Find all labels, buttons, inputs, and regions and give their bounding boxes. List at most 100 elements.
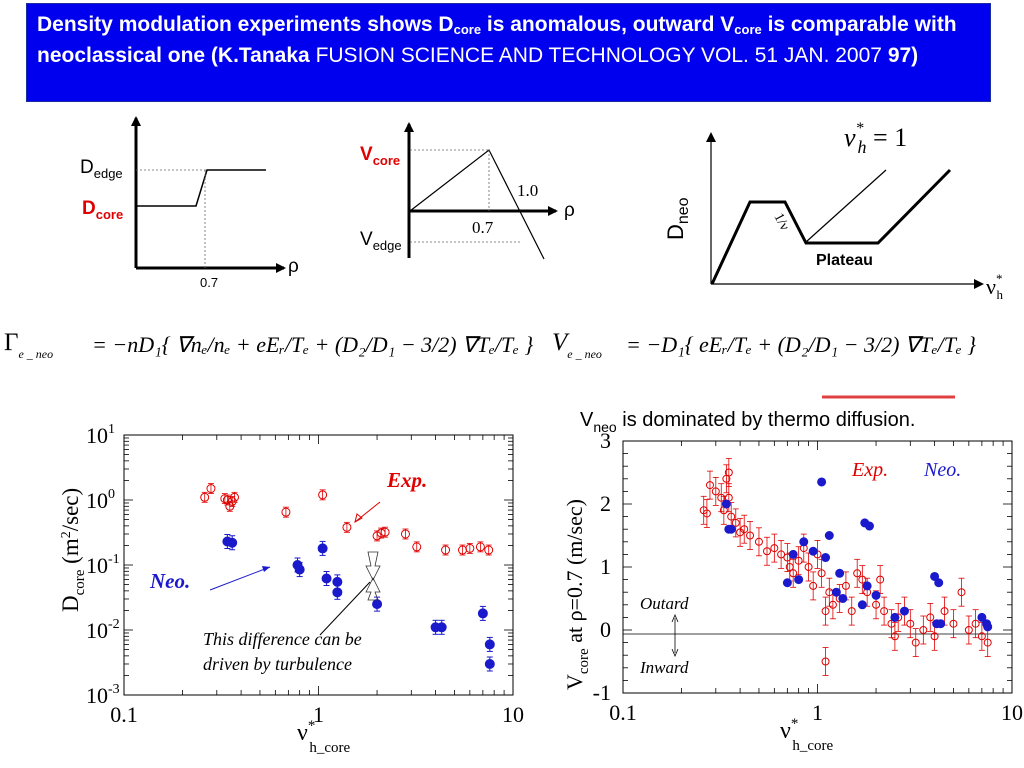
dcore-chart: 0.1 1 10 10-3 10-2 10-1 100 101 Exp. Neo. This … xyxy=(58,422,524,756)
exp-point xyxy=(400,529,410,539)
d-neo-ylabel: Dneo xyxy=(663,197,692,240)
vcore-exp-label: Exp. xyxy=(851,459,888,481)
y-tick-label: 10-1 xyxy=(86,552,120,578)
d-core-label: Dcore xyxy=(82,198,123,222)
neo-point xyxy=(726,524,736,534)
title-part1: Density modulation experiments shows D xyxy=(37,13,454,36)
schematic-d-curve xyxy=(136,169,266,207)
schematic-d-profile: Dedge Dcore 0.7 ρ xyxy=(80,116,299,290)
title-part3: is comparable with neoclassical one (K.T… xyxy=(37,13,957,67)
exp-point xyxy=(789,569,798,578)
neo-point xyxy=(721,499,731,509)
y-tick-label: 101 xyxy=(86,422,115,448)
neo-point xyxy=(794,575,804,585)
neo-point xyxy=(857,600,867,610)
gamma-equation: = −nD₁{ ∇nₑ/nₑ + eEᵣ/Tₑ + (D₂/D₁ − 3/2) … xyxy=(92,332,533,357)
schematic-neo-nu1-line xyxy=(805,169,887,243)
exp-point xyxy=(441,545,451,555)
vcore-arrow-up-head xyxy=(671,613,679,623)
neo-point xyxy=(838,594,848,603)
schematic-neo-slope-label: 1/ν xyxy=(770,211,791,233)
dcore-exp-label: Exp. xyxy=(386,468,427,492)
slide-title: Density modulation experiments shows D co… xyxy=(26,3,991,102)
exp-point xyxy=(880,607,889,616)
exp-point xyxy=(770,544,779,553)
title-part2: is anomalous, outward V xyxy=(481,13,735,36)
schematic-v-curve xyxy=(409,149,545,260)
exp-point xyxy=(911,638,920,647)
vcore-tick-labels: 0.1 1 10 -1 0 1 2 3 xyxy=(593,428,1023,725)
dcore-neo-arrow-head xyxy=(262,566,270,572)
exp-point xyxy=(858,575,867,584)
dcore-exp-arrow-head xyxy=(354,513,363,524)
exp-point xyxy=(890,632,899,641)
y-tick-label: 100 xyxy=(86,487,115,513)
exp-point xyxy=(940,607,949,616)
neo-point xyxy=(799,537,809,547)
neo-point xyxy=(808,546,818,556)
exp-point xyxy=(828,600,837,609)
neo-point xyxy=(294,564,305,575)
neo-point xyxy=(835,568,845,578)
exp-point xyxy=(412,542,422,552)
v-equation: = −D₁{ eEᵣ/Tₑ + (D₂/D₁ − 3/2) ∇Tₑ/Tₑ } xyxy=(626,332,976,357)
exp-point xyxy=(475,542,485,552)
y-tick-label: 10-2 xyxy=(86,617,120,643)
exp-point xyxy=(230,492,240,502)
exp-point xyxy=(731,518,740,527)
exp-point xyxy=(746,531,755,540)
y-tick-label: 1 xyxy=(600,554,611,579)
neo-point xyxy=(890,612,900,622)
y-tick-label: 10-3 xyxy=(86,682,120,708)
exp-point xyxy=(777,550,786,559)
exp-point xyxy=(964,626,973,634)
dcore-exp-arrow xyxy=(354,501,381,523)
exp-point xyxy=(876,575,885,584)
exp-point xyxy=(804,563,813,571)
dcore-neo-label: Neo. xyxy=(149,569,190,593)
neo-point xyxy=(934,578,944,588)
schematic-v-rho-label: ρ xyxy=(564,200,575,221)
dcore-pointer-line xyxy=(319,581,371,636)
neo-point xyxy=(831,587,841,597)
title-part4: FUSION SCIENCE AND TECHNOLOGY VOL. 51 JA… xyxy=(309,44,888,67)
schematic-d-tick: 0.7 xyxy=(200,275,218,290)
x-tick-label: 0.1 xyxy=(609,700,637,725)
neo-point xyxy=(332,587,343,598)
exp-point xyxy=(740,525,749,534)
exp-point xyxy=(724,468,733,477)
dcore-gap-arrow-top xyxy=(365,551,381,581)
dcore-ticks xyxy=(123,435,513,696)
x-tick-label: 1 xyxy=(313,702,324,727)
title-sub2: core xyxy=(734,22,762,37)
vneo-note: Vneo is dominated by thermo diffusion. xyxy=(580,409,915,435)
exp-point xyxy=(821,657,830,666)
exp-point xyxy=(754,537,763,546)
vcore-inward-label: Inward xyxy=(639,658,689,677)
neo-point xyxy=(871,590,881,600)
exp-point xyxy=(821,607,830,616)
exp-point xyxy=(342,522,352,532)
vcore-arrow-down-head xyxy=(671,648,679,658)
exp-point xyxy=(930,632,939,641)
y-tick-label: -1 xyxy=(593,680,611,705)
exp-point xyxy=(727,512,736,521)
exp-point xyxy=(809,581,818,590)
dcore-neo-arrow xyxy=(209,566,271,591)
dcore-gap-arrow-bottom xyxy=(365,577,381,601)
gamma-symbol: Γe _ neo xyxy=(4,329,53,361)
neo-point xyxy=(477,608,488,619)
title-part5: 97) xyxy=(887,44,919,67)
neo-point xyxy=(821,553,831,563)
dcore-annotation-line2: driven by turbulence xyxy=(203,654,352,674)
neo-point xyxy=(317,543,328,554)
exp-point xyxy=(971,619,980,628)
neo-point xyxy=(817,477,827,487)
exp-point xyxy=(847,607,856,616)
neo-point xyxy=(372,599,383,610)
neo-point xyxy=(864,521,874,531)
exp-point xyxy=(717,493,726,502)
d-edge-label: Dedge xyxy=(80,157,123,181)
x-tick-label: 10 xyxy=(502,702,524,727)
